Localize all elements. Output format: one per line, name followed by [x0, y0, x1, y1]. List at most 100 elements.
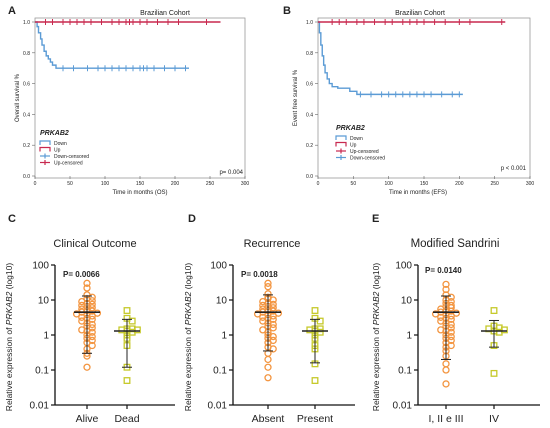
data-point — [83, 284, 91, 292]
data-point — [123, 307, 131, 314]
y-tick-label: 0.6 — [306, 82, 313, 88]
panel-c-ylabel: Relative expression of PRKAB2 (log10) — [4, 263, 14, 412]
panel-a-curves — [35, 19, 221, 72]
legend-label: Down-censored — [350, 156, 385, 162]
x-tick-label: 0 — [34, 181, 37, 187]
panel-a-pvalue: p= 0.004 — [219, 170, 243, 176]
panel-b: B Brazilian Cohort Event free survival %… — [283, 5, 534, 196]
panel-c-axes: 100 10 1 0.1 0.01 Alive Dead — [30, 261, 175, 425]
x-tick-label: I, II e III — [428, 413, 463, 425]
x-tick-label: 0 — [317, 181, 320, 187]
data-point — [490, 307, 498, 314]
panel-c: C Clinical Outcome Relative expression o… — [4, 213, 175, 425]
panel-e: E Modified Sandrini Relative expression … — [371, 213, 540, 425]
panel-e-axes: 100 10 1 0.1 0.01 I, II e III IV — [393, 261, 540, 425]
data-point — [442, 366, 450, 374]
legend-swatch — [39, 146, 51, 152]
y-tick-label: 10 — [216, 296, 228, 307]
y-tick-label: 0.1 — [213, 366, 227, 377]
data-point — [264, 283, 272, 291]
legend-label: Up — [350, 143, 357, 149]
x-tick-label: 100 — [101, 181, 110, 187]
y-tick-label: 0.0 — [306, 174, 313, 180]
panel-b-letter: B — [283, 5, 291, 17]
y-tick-label: 0.01 — [393, 401, 413, 412]
y-tick-label: 1 — [221, 331, 227, 342]
data-point — [83, 363, 91, 371]
data-point — [264, 355, 272, 364]
data-point — [442, 280, 450, 288]
panel-e-ylabel: Relative expression of PRKAB2 (log10) — [371, 263, 381, 412]
panel-b-curves — [318, 19, 506, 98]
y-tick-label: 0.01 — [30, 401, 50, 412]
panel-a-title: Brazilian Cohort — [140, 10, 190, 17]
legend-swatch — [39, 140, 51, 145]
data-point — [128, 317, 136, 325]
x-tick-label: 250 — [206, 181, 215, 187]
data-point — [490, 369, 498, 377]
legend-label: Up-censored — [350, 149, 379, 155]
data-point — [311, 377, 319, 384]
legend-swatch — [335, 135, 347, 140]
panel-b-ylabel: Event free survival % — [293, 69, 299, 126]
x-tick-label: 100 — [384, 181, 393, 187]
y-tick-label: 1 — [406, 331, 412, 342]
y-tick-label: 0.1 — [398, 366, 412, 377]
panel-a-x-ticks: 0 50 100 150 200 250 300 — [34, 176, 249, 187]
panel-d-ylabel: Relative expression of PRKAB2 (log10) — [183, 263, 193, 412]
x-tick-label: 250 — [490, 181, 499, 187]
panel-a-letter: A — [8, 5, 16, 17]
legend-label: Down — [54, 141, 67, 147]
y-tick-label: 100 — [210, 261, 227, 272]
panel-b-x-ticks: 0 50 100 150 200 250 300 — [317, 176, 534, 187]
data-point — [269, 296, 277, 304]
data-point — [437, 313, 445, 321]
panel-b-title: Brazilian Cohort — [395, 10, 445, 17]
y-tick-label: 0.8 — [23, 51, 30, 57]
panel-d-title: Recurrence — [244, 238, 301, 250]
data-point — [264, 374, 272, 382]
panel-e-letter: E — [372, 213, 379, 225]
data-point — [78, 313, 86, 321]
panel-e-points — [431, 280, 508, 388]
panel-a-legend-title: PRKAB2 — [40, 130, 69, 137]
data-point — [316, 317, 324, 325]
data-point — [269, 315, 277, 323]
panel-c-letter: C — [8, 213, 16, 225]
legend-label: Down-censored — [54, 154, 89, 160]
legend-label: Up — [54, 148, 61, 154]
panel-b-legend-title: PRKAB2 — [336, 125, 365, 132]
panel-d: D Recurrence Relative expression of PRKA… — [183, 213, 355, 425]
x-tick-label: Absent — [252, 413, 285, 425]
y-tick-label: 0.0 — [23, 174, 30, 180]
y-tick-label: 1.0 — [23, 20, 30, 26]
panel-d-axes: 100 10 1 0.1 0.01 Absent Present — [208, 261, 355, 425]
data-point — [442, 360, 450, 368]
x-tick-label: 200 — [171, 181, 180, 187]
x-tick-label: Alive — [76, 413, 99, 425]
panel-c-points — [72, 279, 141, 384]
panel-a: A Brazilian Cohort Overall survival % Ti… — [8, 5, 249, 196]
legend-label: Up-censored — [54, 161, 83, 167]
y-tick-label: 0.4 — [306, 112, 313, 118]
y-tick-label: 0.1 — [35, 366, 49, 377]
panel-c-title: Clinical Outcome — [53, 238, 136, 250]
panel-a-ylabel: Overall survival % — [15, 73, 21, 122]
x-tick-label: 50 — [351, 181, 357, 187]
data-point — [264, 363, 272, 371]
panel-d-pvalue: P= 0.0018 — [241, 270, 278, 279]
y-tick-label: 0.6 — [23, 82, 30, 88]
data-point — [253, 310, 262, 318]
legend-swatch — [335, 141, 347, 147]
y-tick-label: 0.4 — [23, 112, 30, 118]
x-tick-label: Present — [297, 413, 333, 425]
data-point — [269, 324, 277, 332]
data-point — [269, 345, 277, 353]
x-tick-label: 150 — [420, 181, 429, 187]
panel-e-pvalue: P= 0.0140 — [425, 266, 462, 275]
data-point — [88, 315, 96, 323]
panel-c-pvalue: P= 0.0066 — [63, 270, 100, 279]
